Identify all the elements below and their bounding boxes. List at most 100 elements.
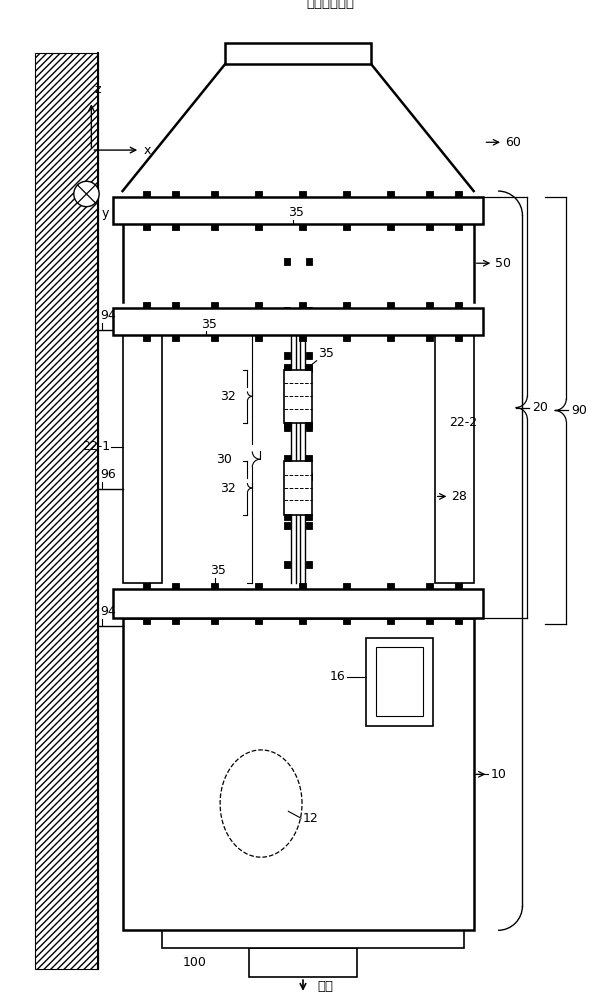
Bar bbox=[343, 583, 350, 589]
Text: 60: 60 bbox=[505, 136, 521, 149]
Bar bbox=[211, 335, 218, 341]
Bar bbox=[343, 224, 350, 230]
Bar bbox=[426, 618, 432, 624]
Bar bbox=[387, 302, 394, 308]
Text: 35: 35 bbox=[210, 564, 226, 577]
Bar bbox=[387, 618, 394, 624]
Bar bbox=[306, 561, 312, 568]
Bar bbox=[435, 335, 473, 583]
Bar bbox=[285, 422, 291, 428]
Bar bbox=[299, 302, 306, 308]
Text: x: x bbox=[144, 144, 151, 157]
Bar bbox=[426, 302, 432, 308]
Bar bbox=[285, 307, 290, 314]
Bar bbox=[172, 583, 179, 589]
Bar bbox=[387, 224, 394, 230]
Bar bbox=[299, 583, 306, 589]
Bar bbox=[387, 583, 394, 589]
Bar bbox=[426, 335, 432, 341]
Bar bbox=[455, 618, 462, 624]
Bar bbox=[343, 302, 350, 308]
Bar bbox=[376, 647, 423, 716]
Circle shape bbox=[74, 181, 99, 207]
Text: 10: 10 bbox=[490, 768, 506, 781]
Bar bbox=[285, 258, 290, 265]
Text: 32: 32 bbox=[220, 390, 236, 403]
Bar bbox=[285, 366, 290, 372]
Text: 12: 12 bbox=[303, 812, 319, 825]
Bar bbox=[306, 473, 312, 480]
Bar bbox=[285, 561, 290, 568]
Bar bbox=[255, 302, 262, 308]
Bar bbox=[285, 424, 290, 431]
Bar bbox=[387, 335, 394, 341]
Text: z: z bbox=[94, 83, 101, 96]
Text: 35: 35 bbox=[201, 318, 216, 331]
Bar bbox=[299, 618, 306, 624]
Text: 洗净后的排气: 洗净后的排气 bbox=[306, 0, 354, 10]
Bar bbox=[306, 366, 312, 372]
Bar bbox=[255, 583, 262, 589]
Bar bbox=[162, 930, 464, 948]
Bar bbox=[143, 302, 150, 308]
Bar bbox=[172, 335, 179, 341]
Bar bbox=[426, 191, 432, 197]
Bar bbox=[249, 948, 356, 977]
Bar bbox=[343, 618, 350, 624]
Bar bbox=[426, 224, 432, 230]
Bar bbox=[306, 522, 312, 529]
Bar bbox=[343, 335, 350, 341]
Bar bbox=[255, 191, 262, 197]
Bar bbox=[35, 53, 98, 969]
Bar bbox=[306, 258, 312, 265]
Bar bbox=[211, 583, 218, 589]
Bar bbox=[426, 583, 432, 589]
Bar bbox=[285, 210, 290, 216]
Bar bbox=[143, 224, 150, 230]
Bar bbox=[113, 197, 484, 224]
Bar bbox=[143, 583, 150, 589]
Bar bbox=[299, 224, 306, 230]
Text: 28: 28 bbox=[451, 490, 467, 503]
Bar bbox=[255, 335, 262, 341]
Text: 35: 35 bbox=[288, 206, 304, 219]
Bar bbox=[255, 224, 262, 230]
Bar bbox=[211, 618, 218, 624]
Bar bbox=[143, 335, 150, 341]
Bar bbox=[285, 522, 290, 529]
Bar bbox=[143, 618, 150, 624]
Bar bbox=[285, 455, 291, 461]
Text: y: y bbox=[102, 207, 109, 220]
Text: 22-1: 22-1 bbox=[82, 440, 110, 453]
Text: 排水: 排水 bbox=[318, 980, 334, 993]
Bar bbox=[211, 191, 218, 197]
Bar bbox=[172, 224, 179, 230]
Bar bbox=[285, 514, 291, 520]
Text: 96: 96 bbox=[100, 468, 116, 481]
Text: 94: 94 bbox=[100, 605, 116, 618]
Text: 16: 16 bbox=[329, 670, 345, 683]
Bar bbox=[35, 53, 98, 969]
Bar bbox=[455, 583, 462, 589]
Bar bbox=[225, 43, 371, 64]
Bar bbox=[255, 618, 262, 624]
Bar bbox=[455, 302, 462, 308]
Bar bbox=[455, 335, 462, 341]
Bar bbox=[387, 191, 394, 197]
Bar bbox=[172, 191, 179, 197]
Bar bbox=[285, 461, 312, 515]
Bar bbox=[306, 307, 312, 314]
Text: 22-2: 22-2 bbox=[449, 416, 478, 429]
Bar bbox=[455, 191, 462, 197]
Bar bbox=[211, 224, 218, 230]
Bar bbox=[285, 352, 290, 359]
Text: 20: 20 bbox=[532, 401, 548, 414]
Text: 30: 30 bbox=[216, 453, 232, 466]
Bar bbox=[113, 308, 484, 335]
Bar bbox=[285, 370, 312, 423]
Bar bbox=[299, 335, 306, 341]
Bar bbox=[306, 424, 312, 431]
Bar bbox=[343, 191, 350, 197]
Text: 35: 35 bbox=[318, 347, 333, 360]
Bar bbox=[122, 335, 162, 583]
